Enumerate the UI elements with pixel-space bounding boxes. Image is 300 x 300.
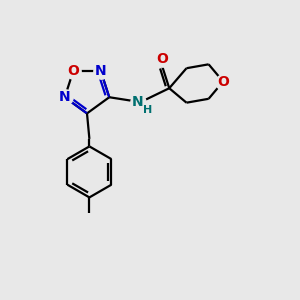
Text: O: O [217,75,229,88]
Text: N: N [132,95,144,109]
Text: O: O [156,52,168,66]
Text: N: N [95,64,106,78]
Text: O: O [67,64,79,78]
Text: N: N [59,90,70,104]
Text: H: H [142,105,152,115]
